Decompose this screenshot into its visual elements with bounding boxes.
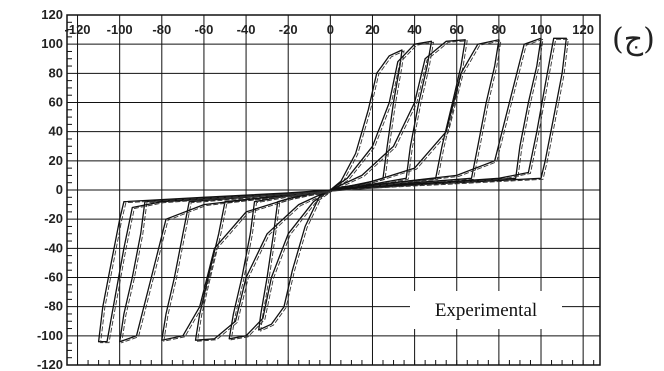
y-tick-label: 0 [56,182,63,197]
y-tick-label: -40 [44,240,63,255]
y-tick-label: -20 [44,211,63,226]
y-tick-label: -80 [44,299,63,314]
hysteresis-loop-6-dashed [100,38,569,344]
y-axis: -120 -100 -80 -60 -40 -20 0 20 40 60 80 100 120 [37,7,72,371]
x-tick-label: 60 [450,22,464,37]
x-tick-label: -20 [279,22,298,37]
legend: Experimental [410,291,562,329]
y-tick-label: 20 [49,153,63,168]
x-tick-label: -80 [152,22,171,37]
x-tick-label: 0 [327,22,334,37]
x-tick-label: 80 [492,22,506,37]
y-tick-label: 80 [49,65,63,80]
y-tick-label: -100 [37,328,63,343]
series-group [97,37,569,344]
y-tick-label: 40 [49,124,63,139]
x-tick-label: 20 [365,22,379,37]
x-tick-label: -120 [65,22,91,37]
x-tick-label: -40 [237,22,256,37]
x-axis: -120 -100 -80 -60 -40 -20 0 20 40 60 80 100 120 [65,22,595,365]
y-tick-label: 120 [41,7,63,22]
y-tick-label: -120 [37,357,63,371]
x-tick-label: 120 [572,22,594,37]
legend-box [410,291,562,329]
x-tick-label: 40 [407,22,421,37]
x-tick-label: 100 [530,22,552,37]
hysteresis-loop-6 [97,37,567,343]
y-tick-label: 100 [41,36,63,51]
y-tick-label: 60 [49,95,63,110]
panel-label: (ج) [612,22,655,57]
y-tick-label: -60 [44,270,63,285]
x-tick-label: -60 [195,22,214,37]
legend-label: Experimental [435,300,537,321]
x-tick-label: -100 [107,22,133,37]
